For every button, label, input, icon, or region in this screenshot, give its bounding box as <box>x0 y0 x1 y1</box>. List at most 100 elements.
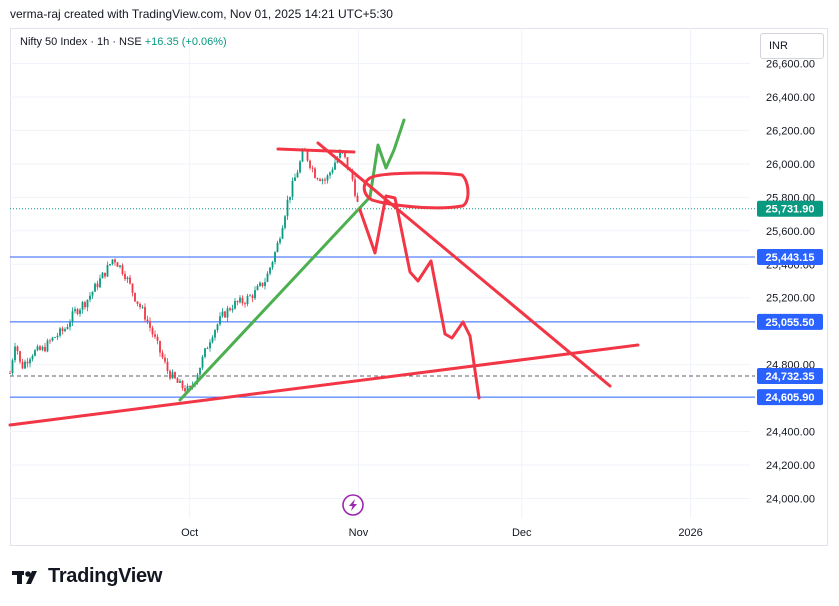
symbol-info[interactable]: Nifty 50 Index · 1h · NSE +16.35 (+0.06%… <box>20 36 227 48</box>
candle-body <box>169 370 171 379</box>
candle-body <box>61 328 64 332</box>
price-badge-label: 25,055.50 <box>766 317 815 329</box>
candle-body <box>339 151 341 158</box>
candle-body <box>179 380 181 383</box>
candle-body <box>94 283 96 292</box>
candle-body <box>29 359 31 364</box>
candle-body <box>9 373 11 374</box>
candle-body <box>31 355 34 360</box>
candle-body <box>316 178 319 180</box>
candle-body <box>134 292 136 302</box>
price-tick-label: 26,200.00 <box>766 125 815 137</box>
candle-body <box>229 308 231 311</box>
symbol-name: Nifty 50 Index · 1h · NSE <box>20 36 142 48</box>
chart-frame[interactable] <box>10 28 828 546</box>
red-circle-zone <box>362 171 470 210</box>
candle-body <box>266 273 269 282</box>
candle-body <box>64 329 66 332</box>
candle-body <box>274 252 276 262</box>
candle-body <box>59 328 61 336</box>
candle-body <box>36 346 39 351</box>
candle-body <box>101 272 104 279</box>
candle-body <box>276 242 279 253</box>
candle-body <box>161 352 164 358</box>
candle-body <box>184 388 186 392</box>
candle-body <box>66 326 69 330</box>
tradingview-logo-icon <box>12 570 37 584</box>
candle-body <box>226 308 229 318</box>
price-badge <box>757 389 823 406</box>
candle-body <box>51 337 54 341</box>
candle-body <box>181 380 184 389</box>
candle-body <box>146 319 149 322</box>
green-trend-line <box>178 118 406 402</box>
candle-body <box>326 175 329 181</box>
candle-body <box>159 340 161 353</box>
candle-body <box>139 303 141 308</box>
price-badge-label: 25,731.90 <box>766 204 815 216</box>
candle-body <box>254 290 256 299</box>
price-tick-label: 24,000.00 <box>766 494 815 506</box>
candle-body <box>346 157 349 169</box>
price-badge-label: 25,443.15 <box>766 252 815 264</box>
candle-body <box>166 361 169 371</box>
candle-body <box>281 227 284 239</box>
price-badge <box>757 367 823 384</box>
candle-body <box>86 299 89 308</box>
candle-body <box>201 356 204 368</box>
candle-body <box>131 283 134 293</box>
brand[interactable]: TradingView <box>12 565 162 588</box>
candle-body <box>329 172 331 176</box>
price-badge <box>757 200 823 217</box>
price-badge-label: 24,605.90 <box>766 392 815 404</box>
candle-body <box>91 291 94 296</box>
time-tick-label: Oct <box>181 527 198 539</box>
candle-body <box>334 162 336 170</box>
candle-body <box>89 295 91 300</box>
candle-body <box>286 199 289 217</box>
candle-body <box>81 302 84 310</box>
chart-grid <box>10 28 750 518</box>
price-tick-label: 26,000.00 <box>766 159 815 171</box>
candle-body <box>141 307 144 308</box>
candle-body <box>189 385 191 388</box>
candle-body <box>49 340 51 342</box>
symbol-change: +16.35 (+0.06%) <box>144 36 227 48</box>
candle-body <box>84 302 86 308</box>
candle-body <box>19 351 21 362</box>
candle-body <box>69 322 71 327</box>
price-tick-label: 26,400.00 <box>766 92 815 104</box>
candle-body <box>171 372 174 379</box>
candle-body <box>154 334 156 337</box>
price-badge <box>757 313 823 330</box>
candle-body <box>224 311 226 318</box>
candle-body <box>121 265 124 275</box>
candle-body <box>129 277 131 284</box>
candle-body <box>236 300 239 303</box>
price-tick-label: 25,200.00 <box>766 293 815 305</box>
candle-body <box>71 311 74 323</box>
candle-body <box>231 308 234 311</box>
candle-body <box>96 283 99 288</box>
candle-body <box>176 378 179 383</box>
candle-body <box>211 337 214 343</box>
price-tick-label: 26,600.00 <box>766 59 815 71</box>
candle-body <box>331 169 334 173</box>
candle-body <box>79 309 81 314</box>
candle-body <box>14 346 16 361</box>
candle-body <box>196 374 199 383</box>
candle-body <box>284 216 286 228</box>
candle-body <box>46 340 49 352</box>
candles <box>9 147 359 393</box>
time-tick-label: 2026 <box>678 527 702 539</box>
currency-selector[interactable]: INR <box>760 33 824 59</box>
time-tick-label: Dec <box>512 527 532 539</box>
candle-body <box>306 150 309 161</box>
candle-body <box>344 150 346 158</box>
candle-body <box>234 300 236 309</box>
candle-body <box>354 179 356 196</box>
candle-body <box>291 180 294 197</box>
level-lines <box>10 208 755 398</box>
candle-body <box>104 272 106 277</box>
